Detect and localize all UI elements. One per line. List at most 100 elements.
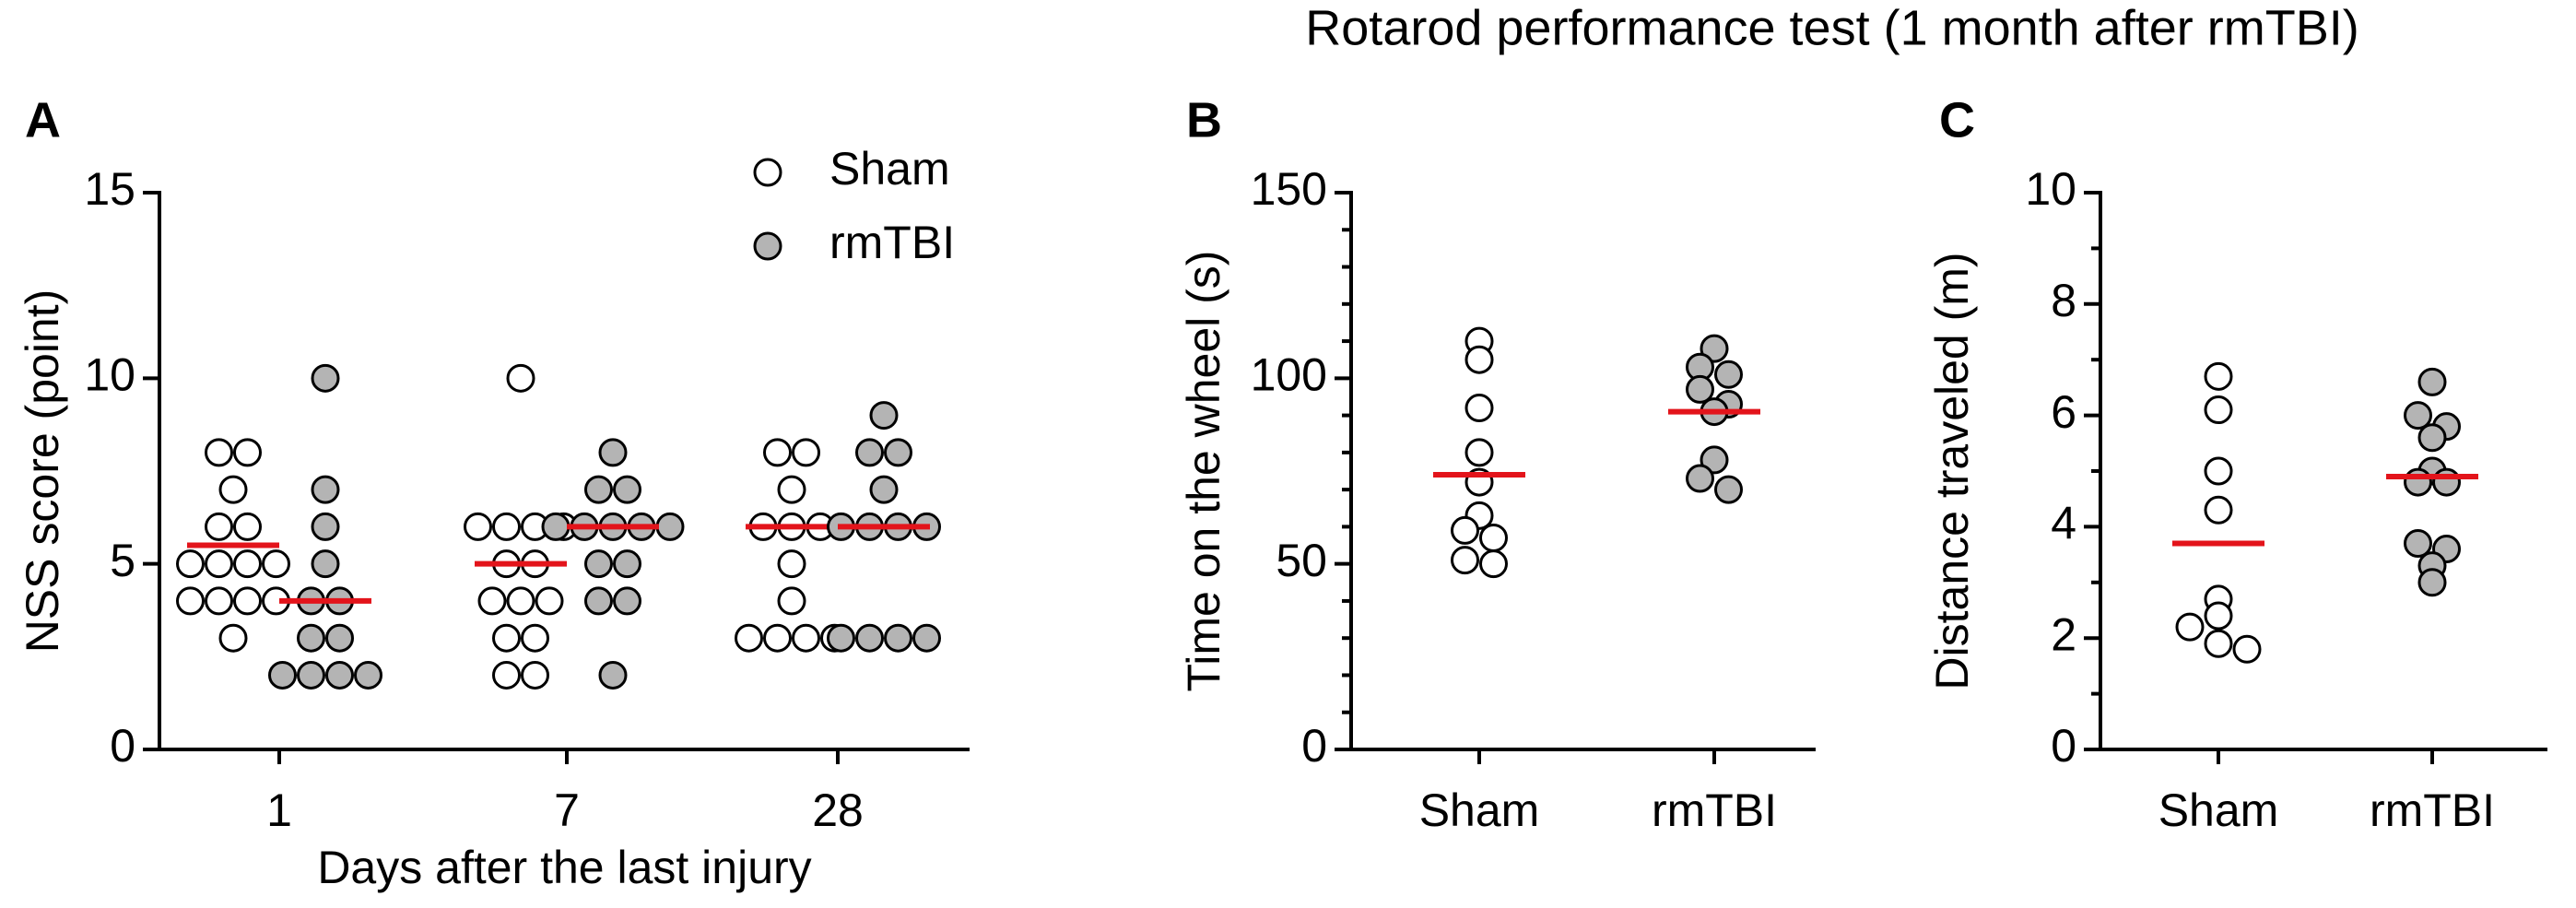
x-tick-label: 28 (812, 784, 864, 836)
data-point (763, 438, 792, 467)
y-tick-label: 100 (1251, 349, 1327, 401)
data-point (584, 549, 613, 579)
data-point (176, 586, 205, 616)
data-point (218, 623, 248, 653)
data-point (912, 623, 941, 653)
data-point (2404, 401, 2432, 430)
x-tick-label: Sham (1419, 784, 1540, 836)
data-point (268, 660, 297, 690)
data-point (1700, 445, 1729, 475)
x-tick-label: 1 (266, 784, 292, 836)
y-tick-label: 0 (2051, 720, 2076, 772)
data-point (777, 549, 806, 579)
data-point (1464, 345, 1494, 374)
data-point (521, 660, 549, 690)
data-point (297, 623, 325, 653)
x-axis-title: Days after the last injury (317, 842, 811, 893)
y-tick-label: 5 (110, 535, 135, 586)
data-point (792, 438, 820, 467)
data-point (1451, 546, 1479, 575)
figure-title: Rotarod performance test (1 month after … (1305, 0, 2358, 55)
data-point (2204, 361, 2233, 391)
x-tick-label: 7 (554, 784, 580, 836)
data-point (613, 549, 641, 579)
x-tick-label: rmTBI (1652, 784, 1777, 836)
legend-label: Sham (829, 143, 950, 195)
data-point (2417, 367, 2447, 396)
data-point (492, 660, 521, 690)
data-point (2417, 423, 2447, 453)
data-point (2204, 629, 2233, 658)
data-point (884, 623, 912, 653)
data-point (1700, 334, 1729, 363)
legend-marker (753, 231, 782, 261)
data-point (2175, 612, 2205, 642)
data-point (506, 363, 535, 393)
data-point (2204, 495, 2233, 525)
data-point (521, 623, 549, 653)
data-point (792, 623, 820, 653)
y-axis-title: NSS score (point) (17, 289, 68, 654)
legend-marker (753, 158, 782, 187)
y-tick-label: 0 (1301, 720, 1327, 772)
data-point (584, 475, 613, 504)
data-point (855, 438, 884, 467)
data-point (598, 438, 628, 467)
data-point (492, 512, 521, 541)
data-point (2204, 395, 2233, 425)
data-point (827, 623, 855, 653)
data-point (477, 586, 507, 616)
x-tick-label: rmTBI (2370, 784, 2495, 836)
data-point (2232, 634, 2262, 664)
panel-letter: A (25, 92, 61, 147)
data-point (2404, 529, 2432, 559)
y-tick-label: 150 (1251, 163, 1327, 215)
data-point (1479, 549, 1508, 579)
y-tick-label: 6 (2051, 386, 2076, 438)
data-point (869, 401, 899, 430)
legend-label: rmTBI (829, 217, 955, 268)
y-axis-title: Time on the wheel (s) (1178, 251, 1229, 692)
data-point (2432, 467, 2461, 497)
x-tick-label: Sham (2158, 784, 2279, 836)
data-point (464, 512, 492, 541)
y-tick-label: 10 (2025, 163, 2076, 215)
data-point (613, 475, 641, 504)
data-point (884, 438, 912, 467)
data-point (205, 586, 233, 616)
y-tick-label: 8 (2051, 275, 2076, 326)
data-point (584, 586, 613, 616)
data-point (613, 586, 641, 616)
data-point (233, 438, 262, 467)
data-point (735, 623, 763, 653)
data-point (855, 623, 884, 653)
data-point (655, 512, 685, 541)
y-tick-label: 4 (2051, 498, 2076, 549)
data-point (297, 660, 325, 690)
data-point (325, 623, 354, 653)
data-point (869, 475, 899, 504)
data-point (1714, 475, 1743, 504)
y-tick-label: 15 (84, 163, 135, 215)
data-point (233, 549, 262, 579)
data-point (218, 475, 248, 504)
data-point (205, 512, 233, 541)
data-point (233, 586, 262, 616)
data-point (1451, 515, 1479, 545)
data-point (311, 363, 340, 393)
data-point (325, 660, 354, 690)
data-point (311, 512, 340, 541)
data-point (2204, 456, 2233, 486)
y-axis-title: Distance traveled (m) (1926, 252, 1978, 690)
data-point (262, 549, 290, 579)
data-point (205, 549, 233, 579)
panel-letter: C (1939, 92, 1975, 147)
y-tick-label: 10 (84, 349, 135, 401)
data-point (176, 549, 205, 579)
data-point (541, 512, 570, 541)
y-tick-label: 50 (1276, 535, 1327, 586)
y-tick-label: 2 (2051, 608, 2076, 660)
data-point (1479, 523, 1508, 552)
data-point (598, 660, 628, 690)
